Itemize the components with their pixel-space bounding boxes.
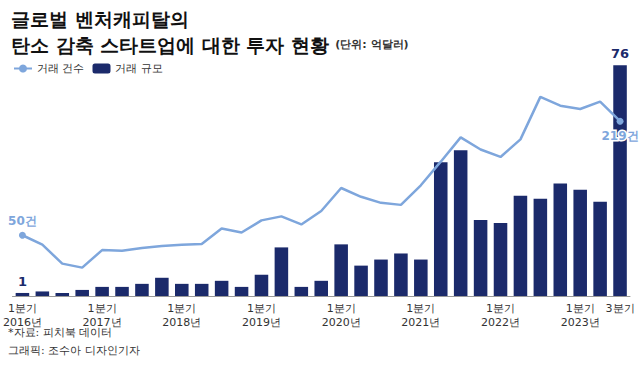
svg-text:*자료: 피치북 데이터: *자료: 피치북 데이터: [8, 326, 113, 339]
svg-text:그래픽: 조수아 디자인기자: 그래픽: 조수아 디자인기자: [8, 344, 140, 357]
svg-text:1분기: 1분기: [167, 302, 196, 315]
svg-text:1분기: 1분기: [406, 302, 435, 315]
svg-text:2020년: 2020년: [322, 316, 361, 329]
svg-text:1: 1: [18, 274, 27, 289]
svg-text:탄소 감축 스타트업에 대한 투자 현황: 탄소 감축 스타트업에 대한 투자 현황: [11, 34, 329, 56]
svg-text:1분기: 1분기: [566, 302, 595, 315]
svg-text:1분기: 1분기: [327, 302, 356, 315]
svg-text:2017년: 2017년: [83, 316, 122, 329]
svg-text:50건: 50건: [8, 214, 37, 228]
svg-text:1분기: 1분기: [486, 302, 515, 315]
svg-text:76: 76: [611, 46, 629, 61]
svg-text:1분기: 1분기: [88, 302, 117, 315]
svg-text:1분기: 1분기: [247, 302, 276, 315]
svg-text:거래 건수: 거래 건수: [37, 62, 85, 75]
svg-text:219건: 219건: [602, 129, 639, 143]
svg-text:2016년: 2016년: [3, 316, 42, 329]
svg-text:2021년: 2021년: [401, 316, 440, 329]
svg-text:1분기: 1분기: [8, 302, 37, 315]
svg-text:2022년: 2022년: [481, 316, 520, 329]
svg-text:2019년: 2019년: [242, 316, 281, 329]
svg-text:글로벌 벤처캐피탈의: 글로벌 벤처캐피탈의: [11, 8, 189, 30]
svg-text:(단위: 억달러): (단위: 억달러): [335, 38, 408, 51]
svg-text:2018년: 2018년: [162, 316, 201, 329]
svg-text:3분기: 3분기: [606, 302, 635, 315]
svg-text:2023년: 2023년: [561, 316, 600, 329]
svg-text:거래 규모: 거래 규모: [115, 62, 163, 75]
